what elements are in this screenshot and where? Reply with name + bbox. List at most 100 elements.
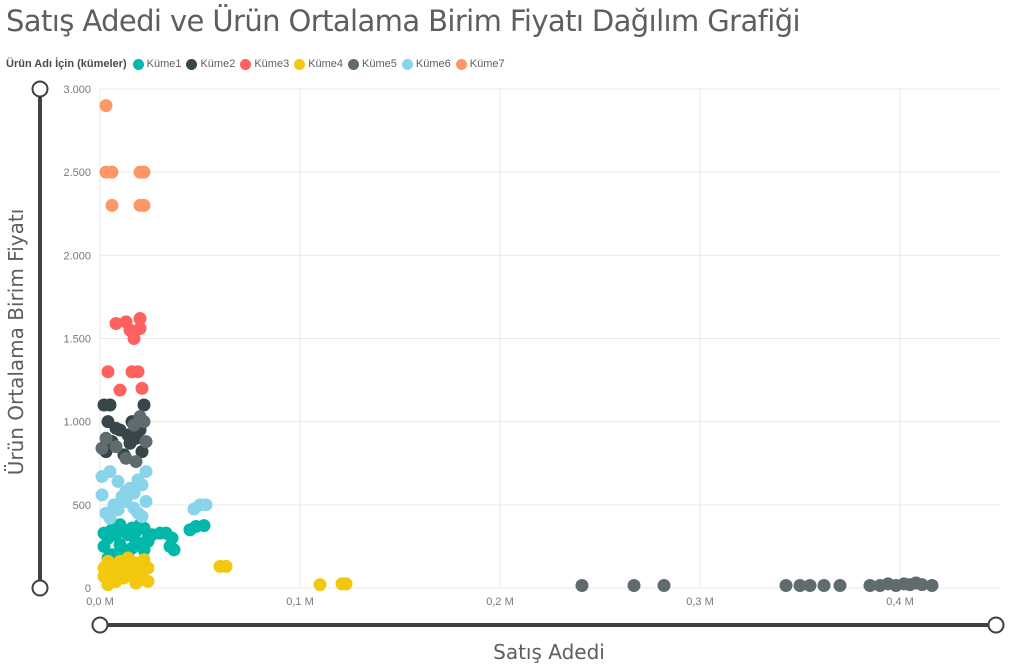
scatter-point[interactable]: [103, 465, 117, 479]
legend-item-kume2[interactable]: Küme2: [186, 58, 235, 70]
scatter-point[interactable]: [627, 579, 641, 593]
scatter-point[interactable]: [119, 485, 133, 499]
legend-item-kume6[interactable]: Küme6: [401, 58, 451, 70]
scatter-point[interactable]: [199, 498, 213, 512]
legend-label: Küme2: [200, 58, 236, 70]
legend-title: Ürün Adı İçin (kümeler): [6, 58, 127, 70]
scatter-point[interactable]: [109, 317, 123, 331]
scatter-point[interactable]: [137, 543, 151, 557]
legend-item-kume4[interactable]: Küme4: [294, 58, 343, 70]
y-range-slider[interactable]: [31, 80, 49, 597]
y-slider-bottom-handle[interactable]: [31, 579, 49, 597]
scatter-point[interactable]: [97, 539, 111, 553]
scatter-point[interactable]: [137, 165, 151, 179]
scatter-point[interactable]: [575, 579, 589, 593]
scatter-point[interactable]: [121, 428, 135, 442]
x-slider-right-handle[interactable]: [987, 616, 1005, 634]
scatter-point[interactable]: [915, 578, 929, 592]
legend-dot-icon: [186, 58, 198, 70]
scatter-point[interactable]: [105, 198, 119, 212]
y-tick-label: 1.000: [63, 417, 91, 429]
scatter-point[interactable]: [99, 431, 113, 445]
scatter-point[interactable]: [95, 441, 109, 455]
scatter-point[interactable]: [137, 553, 151, 567]
scatter-point[interactable]: [101, 365, 115, 379]
legend-label: Küme3: [254, 58, 290, 70]
legend-label: Küme7: [469, 58, 505, 70]
legend-item-kume5[interactable]: Küme5: [348, 58, 397, 70]
series-Küme5: [95, 410, 939, 593]
scatter-point[interactable]: [131, 365, 145, 379]
scatter-point[interactable]: [793, 579, 807, 593]
scatter-point[interactable]: [137, 198, 151, 212]
y-tick-label: 2.000: [63, 250, 91, 262]
series-Küme1: [97, 518, 211, 565]
chart-title: Satış Adedi ve Ürün Ortalama Birim Fiyat…: [6, 4, 801, 38]
scatter-point[interactable]: [131, 506, 145, 520]
legend-dot-icon: [240, 58, 252, 70]
scatter-point[interactable]: [137, 398, 151, 412]
y-slider-top-handle[interactable]: [31, 80, 49, 98]
scatter-point[interactable]: [103, 511, 117, 525]
y-tick-label: 0: [85, 583, 91, 595]
scatter-point[interactable]: [863, 579, 877, 593]
scatter-point[interactable]: [135, 445, 149, 459]
scatter-point[interactable]: [657, 579, 671, 593]
legend-dot-icon: [401, 58, 413, 70]
scatter-point[interactable]: [137, 415, 151, 429]
scatter-point[interactable]: [197, 519, 211, 533]
scatter-point[interactable]: [133, 322, 147, 336]
legend-label: Küme5: [362, 58, 397, 70]
scatter-point[interactable]: [129, 455, 143, 469]
scatter-point[interactable]: [925, 579, 939, 593]
data-points: [95, 99, 939, 593]
scatter-point[interactable]: [109, 421, 123, 435]
scatter-point[interactable]: [139, 465, 153, 479]
scatter-point[interactable]: [105, 165, 119, 179]
y-tick-label: 500: [73, 500, 91, 512]
scatter-point[interactable]: [133, 312, 147, 326]
scatter-point[interactable]: [113, 518, 127, 532]
scatter-point[interactable]: [313, 578, 327, 592]
scatter-point[interactable]: [97, 526, 111, 540]
x-range-slider[interactable]: [91, 616, 1005, 634]
scatter-point[interactable]: [129, 534, 143, 548]
scatter-point[interactable]: [127, 332, 141, 345]
series-Küme7: [99, 99, 151, 212]
scatter-point[interactable]: [219, 559, 233, 573]
scatter-point[interactable]: [119, 451, 133, 465]
x-axis-title: Satış Adedi: [493, 640, 605, 664]
x-tick-label: 0,1 M: [286, 596, 314, 608]
scatter-point[interactable]: [139, 495, 153, 509]
scatter-point[interactable]: [109, 440, 123, 454]
legend: Ürün Adı İçin (kümeler) Küme1 Küme2 Küme…: [6, 56, 510, 72]
scatter-point[interactable]: [113, 538, 127, 552]
legend-item-kume3[interactable]: Küme3: [240, 58, 289, 70]
scatter-point[interactable]: [99, 99, 113, 113]
tick-labels: 0 500 1.000 1.500 2.000 2.500 3.000 0,0 M 0,1 M 0…: [63, 84, 913, 608]
scatter-point[interactable]: [135, 478, 149, 492]
scatter-point[interactable]: [141, 574, 155, 588]
legend-item-kume7[interactable]: Küme7: [455, 58, 505, 70]
scatter-point[interactable]: [113, 383, 127, 397]
scatter-point[interactable]: [111, 503, 125, 517]
scatter-point[interactable]: [111, 475, 125, 489]
scatter-point[interactable]: [139, 435, 153, 449]
scatter-point[interactable]: [103, 398, 117, 412]
scatter-point[interactable]: [817, 579, 831, 593]
scatter-point[interactable]: [135, 381, 149, 395]
series-Küme6: [95, 465, 213, 525]
scatter-point[interactable]: [95, 488, 109, 502]
legend-label: Küme6: [415, 58, 451, 70]
scatter-point[interactable]: [101, 554, 115, 568]
scatter-point[interactable]: [779, 579, 793, 593]
legend-label: Küme4: [308, 58, 344, 70]
y-tick-label: 3.000: [63, 84, 91, 96]
scatter-point[interactable]: [833, 579, 847, 593]
scatter-point[interactable]: [803, 579, 817, 593]
scatter-point[interactable]: [339, 577, 353, 591]
legend-item-kume1[interactable]: Küme1: [132, 58, 181, 70]
x-slider-left-handle[interactable]: [91, 616, 109, 634]
scatter-point[interactable]: [163, 539, 177, 553]
